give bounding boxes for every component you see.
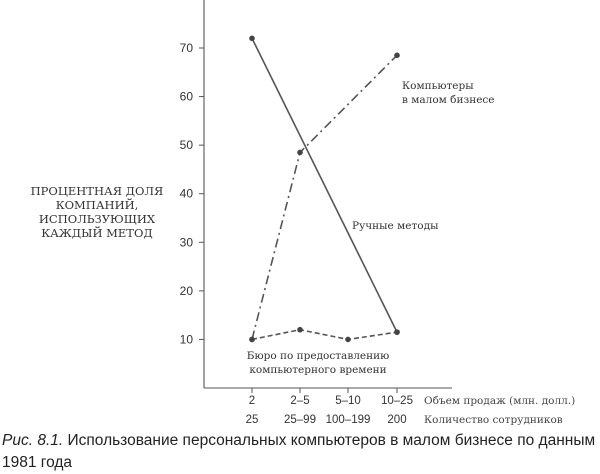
data-point <box>394 329 400 335</box>
x-tick-label: 5–10 <box>335 395 361 407</box>
y-tick-label: 70 <box>180 41 194 55</box>
x-tick-label: 25 <box>246 414 259 426</box>
y-tick-label: 20 <box>180 284 194 298</box>
x-tick-label: 200 <box>387 414 406 426</box>
y-axis-label: ПРОЦЕНТНАЯ ДОЛЯ КОМПАНИЙ, ИСПОЛЬЗУЮЩИХ К… <box>30 184 164 240</box>
series-line <box>251 37 398 333</box>
x-tick-label: 100–199 <box>326 414 371 426</box>
data-point <box>249 35 255 42</box>
x-tick-label: 2 <box>249 395 255 407</box>
caption-text: Использование персональных компьютеров в… <box>2 432 596 471</box>
series-line <box>251 328 398 341</box>
y-tick-label: 10 <box>180 332 194 346</box>
series-label: компьютерного времени <box>249 364 386 376</box>
x-axis-row-label: Количество сотрудников <box>424 414 563 426</box>
series-line <box>251 54 398 340</box>
y-tick-label: 40 <box>180 187 194 201</box>
data-point <box>297 149 303 156</box>
y-tick-label: 30 <box>180 235 194 249</box>
series-layer <box>249 35 400 343</box>
x-tick-label: 10–25 <box>381 395 413 407</box>
x-axis-row-label: Объем продаж (млн. долл.) <box>424 395 575 407</box>
x-tick-label: 25–99 <box>284 414 316 426</box>
series-labels: Компьютеры в малом бизнесе Ручные методы Бю… <box>247 80 495 376</box>
data-point <box>249 336 255 343</box>
caption-prefix: Рис. 8.1. <box>2 432 64 449</box>
figure-caption: Рис. 8.1. Использование персональных ком… <box>2 430 598 474</box>
series-label: Компьютеры <box>402 80 474 92</box>
axes: 10 20 30 40 50 60 70 2 2–5 5–10 10–25 Объем продаж … <box>180 0 575 426</box>
y-tick-label: 60 <box>180 90 194 104</box>
line-chart: 10 20 30 40 50 60 70 2 2–5 5–10 10–25 Объем продаж … <box>180 0 575 426</box>
data-point <box>345 336 351 343</box>
series-label: Ручные методы <box>352 220 438 232</box>
series-label: Бюро по предоставлению <box>247 350 390 362</box>
data-point <box>394 52 400 59</box>
data-point <box>297 326 303 333</box>
y-tick-label: 50 <box>180 138 194 152</box>
x-tick-label: 2–5 <box>290 395 309 407</box>
series-label: в малом бизнесе <box>402 94 495 106</box>
